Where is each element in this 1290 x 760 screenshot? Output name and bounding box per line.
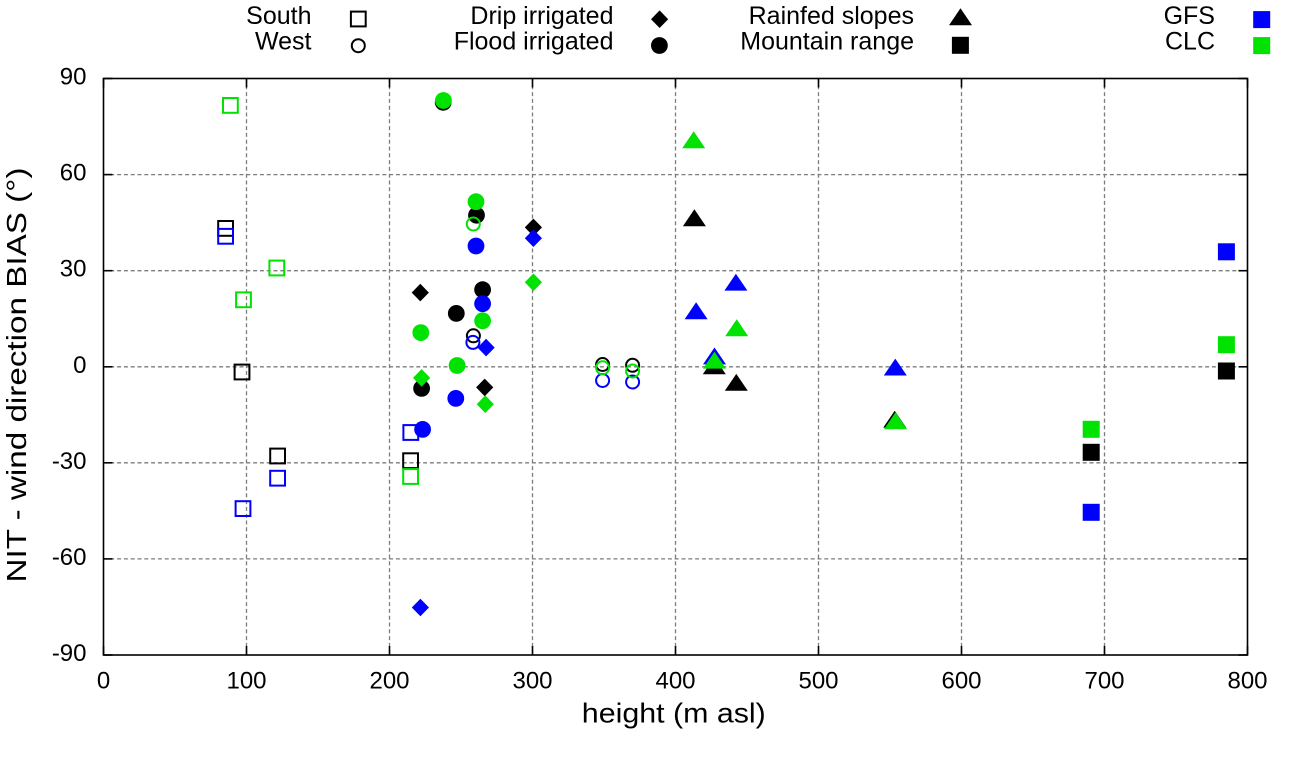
svg-text:Flood irrigated: Flood irrigated — [454, 27, 614, 55]
svg-text:Drip irrigated: Drip irrigated — [470, 2, 613, 30]
svg-text:0: 0 — [97, 667, 110, 694]
svg-text:Rainfed slopes: Rainfed slopes — [749, 2, 914, 30]
svg-text:200: 200 — [369, 667, 409, 694]
svg-text:CLC: CLC — [1165, 27, 1215, 55]
svg-text:300: 300 — [512, 667, 552, 694]
svg-text:0: 0 — [73, 352, 86, 379]
svg-text:South: South — [246, 2, 311, 30]
svg-text:30: 30 — [60, 256, 87, 283]
svg-text:Mountain range: Mountain range — [740, 27, 914, 55]
svg-text:West: West — [255, 27, 312, 55]
svg-text:600: 600 — [941, 667, 981, 694]
svg-text:GFS: GFS — [1164, 2, 1215, 30]
svg-text:-90: -90 — [52, 640, 87, 667]
svg-text:100: 100 — [226, 667, 266, 694]
svg-text:height (m asl): height (m asl) — [582, 698, 766, 729]
svg-text:-30: -30 — [52, 448, 87, 475]
svg-text:800: 800 — [1227, 667, 1267, 694]
svg-text:700: 700 — [1084, 667, 1124, 694]
svg-text:90: 90 — [60, 64, 87, 91]
svg-text:400: 400 — [655, 667, 695, 694]
svg-text:60: 60 — [60, 160, 87, 187]
svg-text:-60: -60 — [52, 544, 87, 571]
svg-text:NIT - wind direction BIAS (°): NIT - wind direction BIAS (°) — [1, 168, 32, 583]
svg-text:500: 500 — [798, 667, 838, 694]
